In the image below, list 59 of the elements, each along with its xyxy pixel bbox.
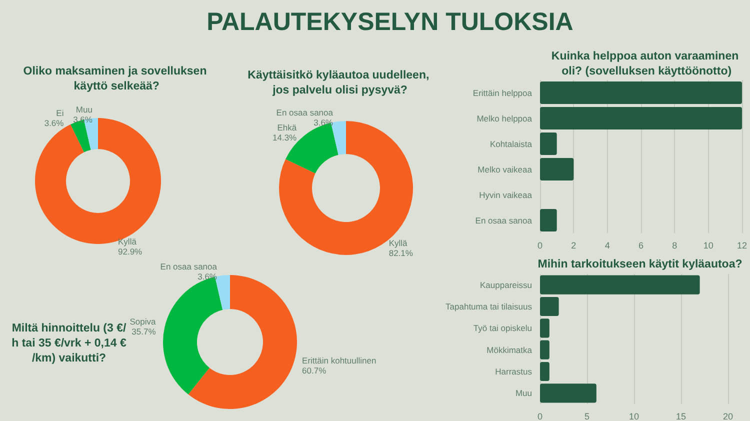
- x-tick-label: 12: [736, 240, 747, 250]
- y-tick-label: Melko helppoa: [476, 113, 532, 124]
- y-tick-label: Kauppareissu: [480, 280, 532, 290]
- slice-label: En osaa sanoa: [160, 261, 218, 272]
- slice-label: Kyllä: [118, 236, 137, 246]
- bar: [540, 275, 700, 294]
- x-tick-label: 10: [703, 240, 714, 250]
- data-label: 3.6%: [73, 114, 93, 124]
- x-tick-label: 20: [722, 412, 734, 421]
- bar: [540, 132, 557, 155]
- x-tick-label: 15: [676, 412, 686, 421]
- chart-title: Käyttäisitkö kyläautoa uudelleen, jos palvelu olisi pysyvä?: [248, 70, 432, 96]
- x-tick-label: 2: [571, 240, 576, 250]
- y-tick-label: Harrastus: [495, 366, 532, 376]
- x-tick-label: 6: [638, 240, 644, 250]
- bar: [540, 296, 559, 316]
- bar: [540, 362, 550, 382]
- data-label: 35.7%: [132, 326, 156, 336]
- bar: [540, 158, 574, 180]
- bar: [540, 209, 557, 232]
- y-tick-label: En osaa sanoa: [475, 215, 532, 226]
- x-tick-label: 0: [537, 240, 543, 250]
- y-tick-label: Mökkimatka: [486, 344, 532, 355]
- chart-title: Oliko maksaminen ja sovelluksen käyttö selkeää?: [23, 66, 207, 92]
- slice-label: Ehkä: [277, 122, 297, 133]
- y-tick-label: Erittäin helppoa: [472, 88, 532, 98]
- data-label: 14.3%: [272, 132, 298, 143]
- data-label: 92.9%: [118, 246, 143, 256]
- chart-title: Mihin tarkoitukseen käytit kyläautoa?: [538, 258, 742, 270]
- chart-title: Kuinka helppoa auton varaaminen oli? (sovelluksen käyttöönotto): [551, 50, 739, 78]
- y-tick-label: Kohtalaista: [490, 138, 532, 149]
- x-tick-label: 8: [672, 240, 678, 250]
- bar: [540, 340, 550, 360]
- slice-label: Sopiva: [130, 316, 156, 326]
- data-label: 3.6%: [44, 118, 64, 128]
- data-label: 3.6%: [314, 117, 334, 128]
- y-tick-label: Muu: [515, 388, 532, 398]
- bar: [540, 82, 742, 104]
- bar: [540, 107, 742, 130]
- data-label: 3.6%: [198, 271, 218, 282]
- slice-label: En osaa sanoa: [276, 107, 334, 118]
- data-label: 82.1%: [388, 248, 414, 258]
- slice-label: Kyllä: [388, 238, 408, 248]
- slice-label: Ei: [56, 108, 64, 118]
- text: PALAUTEKYSELYN TULOKSIA: [206, 8, 574, 37]
- slice-label: Muu: [76, 104, 93, 114]
- text: Miltä hinnoittelu (3 €/h tai 35 €/vrk + 0,14 €/km) vaikutti?: [12, 322, 127, 364]
- data-label: 60.7%: [302, 365, 327, 376]
- x-tick-label: 4: [604, 240, 610, 250]
- x-tick-label: 10: [628, 412, 640, 421]
- y-tick-label: Tapahtuma tai tilaisuus: [446, 302, 532, 312]
- slice-label: Erittäin kohtuullinen: [302, 355, 376, 366]
- x-tick-label: 0: [537, 412, 543, 421]
- y-tick-label: Hyvin vaikeaa: [479, 190, 532, 200]
- y-tick-label: Työ tai opiskelu: [473, 323, 532, 334]
- x-tick-label: 5: [584, 412, 590, 421]
- bar: [540, 318, 550, 338]
- y-tick-label: Melko vaikeaa: [478, 164, 532, 174]
- bar: [540, 384, 596, 403]
